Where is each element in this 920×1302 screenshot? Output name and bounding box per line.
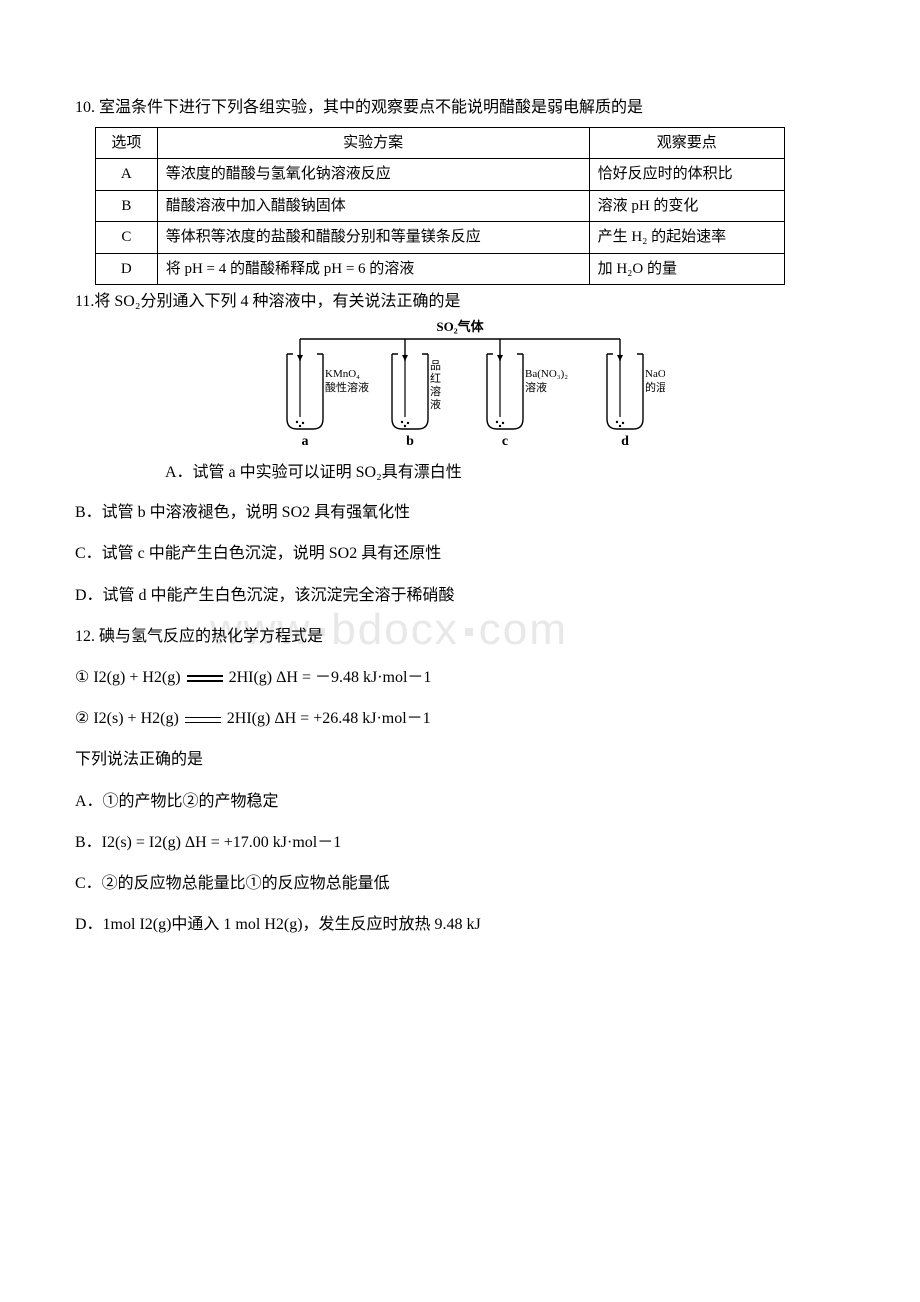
table-row: B 醋酸溶液中加入醋酸钠固体 溶液 pH 的变化 (96, 190, 785, 222)
q10-r1c1: 醋酸溶液中加入醋酸钠固体 (157, 190, 589, 222)
tube-b-letter: b (406, 434, 414, 449)
q10-r0c2: 恰好反应时的体积比 (589, 159, 784, 191)
q10-r0c1: 等浓度的醋酸与氢氧化钠溶液反应 (157, 159, 589, 191)
tube-b: 品 红 溶 液 b (392, 339, 441, 449)
q10-r0c0: A (96, 159, 158, 191)
q10-r3c2: 加 H₂O 的量 (589, 253, 784, 285)
table-row: C 等体积等浓度的盐酸和醋酸分别和等量镁条反应 产生 H₂ 的起始速率 (96, 222, 785, 254)
tube-d-letter: d (621, 434, 629, 449)
q12-eq1: ① I2(g) + H2(g) 2HI(g) ΔH = －9.48 kJ·mol… (75, 664, 845, 691)
q10-r1c0: B (96, 190, 158, 222)
tube-d: NaOH和BaCl₂ 的混合溶液 d (607, 339, 665, 449)
tube-b-line1: 品 (430, 359, 441, 372)
tube-c-line1: Ba(NO₃)₂ (525, 368, 568, 380)
q10-th-0: 选项 (96, 127, 158, 159)
equilibrium-arrow-icon (185, 713, 221, 727)
q10-r2c1: 等体积等浓度的盐酸和醋酸分别和等量镁条反应 (157, 222, 589, 254)
q10-th-2: 观察要点 (589, 127, 784, 159)
equilibrium-arrow-icon (187, 671, 223, 685)
q11-option-d: D．试管 d 中能产生白色沉淀，该沉淀完全溶于稀硝酸 (75, 582, 845, 609)
q12-eq1-pre: ① I2(g) + H2(g) (75, 669, 181, 686)
q12-title: 12. 碘与氢气反应的热化学方程式是 (75, 623, 845, 650)
q12-eq2-pre: ② I2(s) + H2(g) (75, 710, 179, 727)
q10-r2c0: C (96, 222, 158, 254)
q12-option-c: C．②的反应物总能量比①的反应物总能量低 (75, 870, 845, 897)
q10-r2c2: 产生 H₂ 的起始速率 (589, 222, 784, 254)
q10-table: 选项 实验方案 观察要点 A 等浓度的醋酸与氢氧化钠溶液反应 恰好反应时的体积比… (95, 127, 785, 286)
q12-option-b: B．I2(s) = I2(g) ΔH = +17.00 kJ·mol－1 (75, 829, 845, 856)
tube-a-line2: 酸性溶液 (325, 380, 369, 394)
q12-option-d: D．1mol I2(g)中通入 1 mol H2(g)，发生反应时放热 9.48… (75, 911, 845, 938)
q11-diagram: SO₂气体 KMnO₄ 酸性溶液 a 品 红 溶 液 (75, 319, 845, 454)
tube-b-line2: 红 (430, 372, 441, 385)
tube-b-line4: 液 (430, 397, 441, 411)
q10-header: 10. 室温条件下进行下列各组实验，其中的观察要点不能说明醋酸是弱电解质的是 (75, 95, 845, 121)
tubes-svg: SO₂气体 KMnO₄ 酸性溶液 a 品 红 溶 液 (255, 319, 665, 449)
q10-r3c1: 将 pH = 4 的醋酸稀释成 pH = 6 的溶液 (157, 253, 589, 285)
q10-r3c0: D (96, 253, 158, 285)
q12-eq2-post: 2HI(g) ΔH = +26.48 kJ·mol－1 (227, 710, 431, 727)
q11-option-c: C．试管 c 中能产生白色沉淀，说明 SO2 具有还原性 (75, 540, 845, 567)
gas-label: SO₂气体 (436, 319, 484, 334)
q12-correct-line: 下列说法正确的是 (75, 746, 845, 773)
tube-d-line1: NaOH和BaCl₂ (645, 367, 665, 380)
tube-c-letter: c (502, 434, 508, 449)
tube-c-line2: 溶液 (525, 380, 547, 394)
q12-option-a: A．①的产物比②的产物稳定 (75, 788, 845, 815)
q12-eq2: ② I2(s) + H2(g) 2HI(g) ΔH = +26.48 kJ·mo… (75, 705, 845, 732)
table-row: A 等浓度的醋酸与氢氧化钠溶液反应 恰好反应时的体积比 (96, 159, 785, 191)
tube-c: Ba(NO₃)₂ 溶液 c (487, 339, 568, 449)
tube-b-line3: 溶 (430, 384, 441, 398)
tube-a-line1: KMnO₄ (325, 368, 360, 380)
table-row: D 将 pH = 4 的醋酸稀释成 pH = 6 的溶液 加 H₂O 的量 (96, 253, 785, 285)
q10-r1c2: 溶液 pH 的变化 (589, 190, 784, 222)
q11-option-b: B．试管 b 中溶液褪色，说明 SO2 具有强氧化性 (75, 499, 845, 526)
tube-d-line2: 的混合溶液 (645, 380, 665, 394)
q10-th-1: 实验方案 (157, 127, 589, 159)
tube-a-letter: a (302, 434, 309, 449)
q12-eq1-post: 2HI(g) ΔH = －9.48 kJ·mol－1 (229, 669, 432, 686)
tube-a: KMnO₄ 酸性溶液 a (287, 339, 369, 449)
q11-header: 11.将 SO₂分别通入下列 4 种溶液中，有关说法正确的是 (75, 289, 845, 315)
q11-option-a: A．试管 a 中实验可以证明 SO₂具有漂白性 (165, 460, 845, 486)
